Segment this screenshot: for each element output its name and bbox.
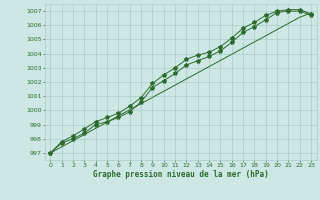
X-axis label: Graphe pression niveau de la mer (hPa): Graphe pression niveau de la mer (hPa) xyxy=(93,170,269,179)
